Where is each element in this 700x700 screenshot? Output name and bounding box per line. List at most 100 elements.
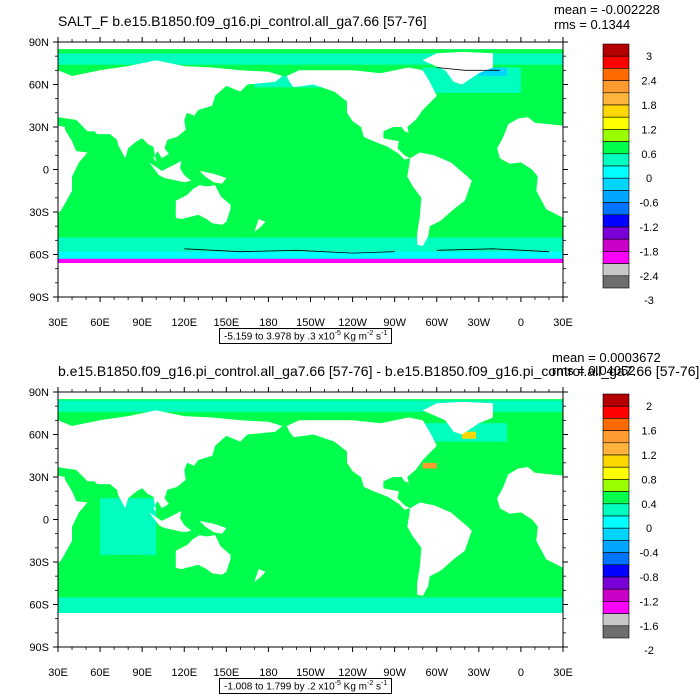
rms-stat: rms = 0.1344 [554,17,631,32]
colorbar-label: -0.4 [640,548,659,560]
panel-bottom: b.e15.B1850.f09_g16.pi_control.all_ga7.6… [0,350,700,700]
range-unit-exp: -2 [367,680,374,687]
lat-label: 60S [29,600,49,612]
land-arabia-africa [58,125,88,214]
colorbar-swatch [602,141,630,155]
colorbar-label: 1.2 [641,450,656,462]
lat-label: 0 [43,165,49,177]
colorbar-label: -2.4 [640,271,659,283]
colorbar-swatch [602,55,630,69]
colorbar-label: 1.8 [641,100,656,112]
range-exp: -5 [334,330,341,337]
colorbar-swatch [602,177,630,191]
lon-label: 90W [383,667,406,679]
lon-label: 150W [296,667,325,679]
land-greenland [422,51,493,85]
map-plot: 90N 60N 30N 0 30S 60S 90S 30E 60E 90E 120E 150E 180 1… [29,387,659,679]
land-eurasia [58,60,283,169]
colorbar-swatch [602,491,630,505]
colorbar-swatch [602,129,630,142]
colorbar-swatch [602,116,630,130]
colorbar-swatch [602,515,630,529]
colorbar-swatch [602,503,630,517]
colorbar-swatch [602,466,630,480]
rms-stat: rms = 0.04052 [552,363,636,378]
lon-label: 120E [171,667,197,679]
land-arabia-africa [58,475,88,564]
lat-label: 60N [29,430,49,442]
colorbar-swatch [602,43,630,57]
lon-label: 150E [213,317,239,329]
land-indonesia [149,161,192,183]
colorbar-label: 0.6 [641,149,656,161]
lon-label: 30E [48,317,68,329]
range-unit2: s [373,331,382,343]
colorbar-label: -1.6 [640,621,659,633]
colorbar-swatch [602,92,630,106]
lon-label: 30E [553,667,573,679]
lon-label: 90E [132,667,152,679]
lon-label: 60W [425,667,448,679]
colorbar-swatch [602,275,630,289]
colorbar-label: -1.2 [640,596,659,608]
colorbar-swatch [602,405,630,419]
lat-label: 90S [29,292,49,304]
range-exp: -5 [334,680,341,687]
colorbar-label: 0 [646,173,652,185]
land-north-america [286,67,437,160]
land-eurasia [58,410,283,519]
colorbar-label: -3 [644,295,654,307]
southern-ocean-band-inner [58,251,563,261]
colorbar-label: -2 [644,645,654,657]
colorbar-swatch [602,165,630,179]
lat-label: 90N [29,37,49,49]
lon-label: 0 [518,667,524,679]
north-atlantic-core [478,67,507,76]
colorbar-swatch [602,214,630,228]
mean-stat: mean = 0.0003672 [552,350,661,365]
land-australia [175,535,231,575]
colorbar-swatch [602,202,630,216]
land-africa-west [497,467,563,568]
land-north-america [286,417,437,510]
colorbar-swatch [602,226,630,240]
arctic-band [58,53,563,65]
lon-label: 120W [338,317,367,329]
land-africa-west [497,117,563,218]
colorbar-label: 2 [646,401,652,413]
range-unit2-exp: -1 [381,680,388,687]
range-text: -1.008 to 1.799 by .2 x10 [224,681,335,693]
colorbar-swatch [602,588,630,602]
contour-range-label: -1.008 to 1.799 by .2 x10-5 Kg m-2 s-1 [219,678,393,695]
north-atlantic-hotspot [462,431,477,439]
lon-label: 30W [468,317,491,329]
colorbar-swatch [602,540,630,553]
contour-line [436,67,500,71]
colorbar-label: 1.2 [641,124,656,136]
colorbar-swatch [602,238,630,252]
colorbar-swatch [602,68,630,81]
land-antarctica [58,613,563,647]
lon-label: 30E [48,667,68,679]
chart-title: SALT_F b.e15.B1850.f09_g16.pi_control.al… [58,13,427,29]
colorbar-swatch [602,263,630,277]
colorbar-swatch [602,418,630,431]
lat-label: 60S [29,250,49,262]
land-arctic-rim [58,42,563,50]
colorbar-label: -0.8 [640,572,659,584]
lat-label: 30S [29,207,49,219]
gulfstream-hotspot [422,462,437,469]
colorbar-label: 0.4 [641,499,656,511]
lat-label: 0 [43,515,49,527]
range-unit2: s [373,681,382,693]
land-newzealand [250,219,266,235]
colorbar-swatch [602,454,630,468]
lon-label: 150E [213,667,239,679]
colorbar-swatch [602,190,630,203]
lon-label: 60E [90,667,110,679]
lat-label: 60N [29,80,49,92]
land-newguinea [199,520,227,534]
indian-ocean-patch [100,498,157,555]
colorbar-swatch [602,479,630,492]
colorbar-swatch [602,251,630,264]
